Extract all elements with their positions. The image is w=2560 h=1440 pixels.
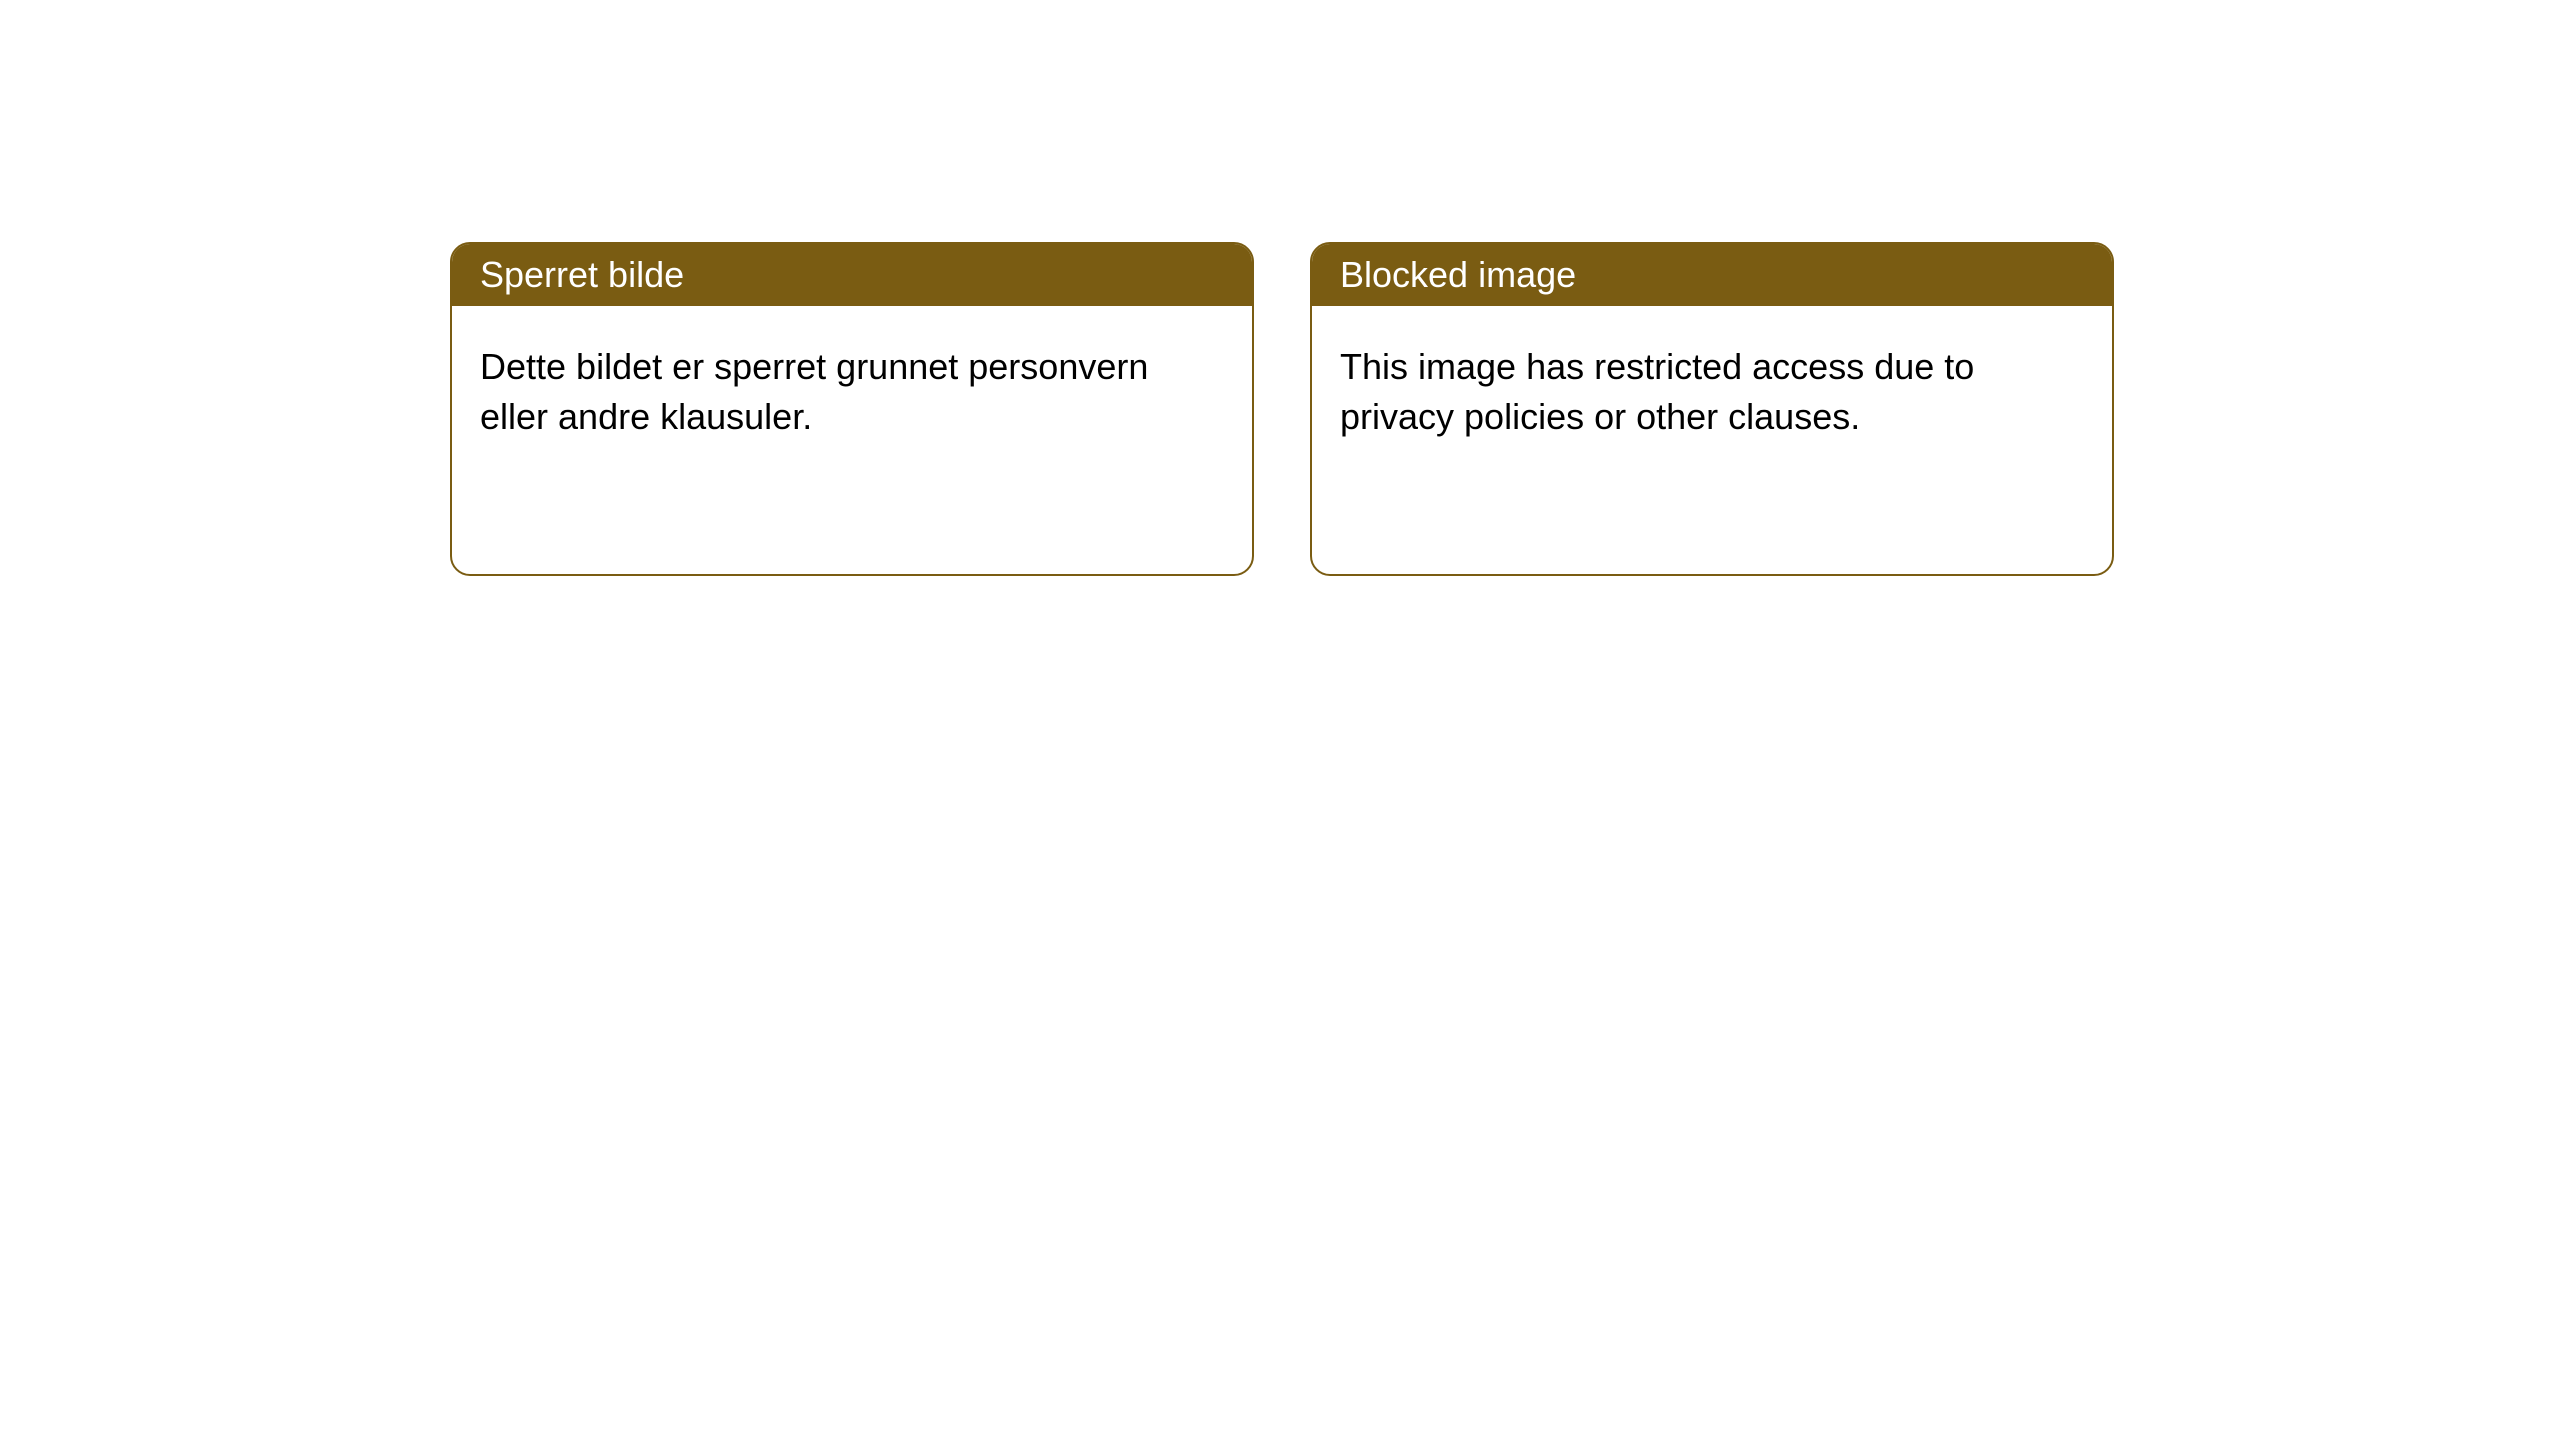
card-body: Dette bildet er sperret grunnet personve… [452, 306, 1252, 479]
card-body-text: This image has restricted access due to … [1340, 346, 1974, 437]
notice-card-english: Blocked image This image has restricted … [1310, 242, 2114, 576]
card-body: This image has restricted access due to … [1312, 306, 2112, 479]
card-body-text: Dette bildet er sperret grunnet personve… [480, 346, 1148, 437]
card-title: Blocked image [1340, 254, 1576, 295]
card-header: Blocked image [1312, 244, 2112, 306]
card-title: Sperret bilde [480, 254, 684, 295]
card-header: Sperret bilde [452, 244, 1252, 306]
notice-card-norwegian: Sperret bilde Dette bildet er sperret gr… [450, 242, 1254, 576]
notice-container: Sperret bilde Dette bildet er sperret gr… [0, 0, 2560, 576]
